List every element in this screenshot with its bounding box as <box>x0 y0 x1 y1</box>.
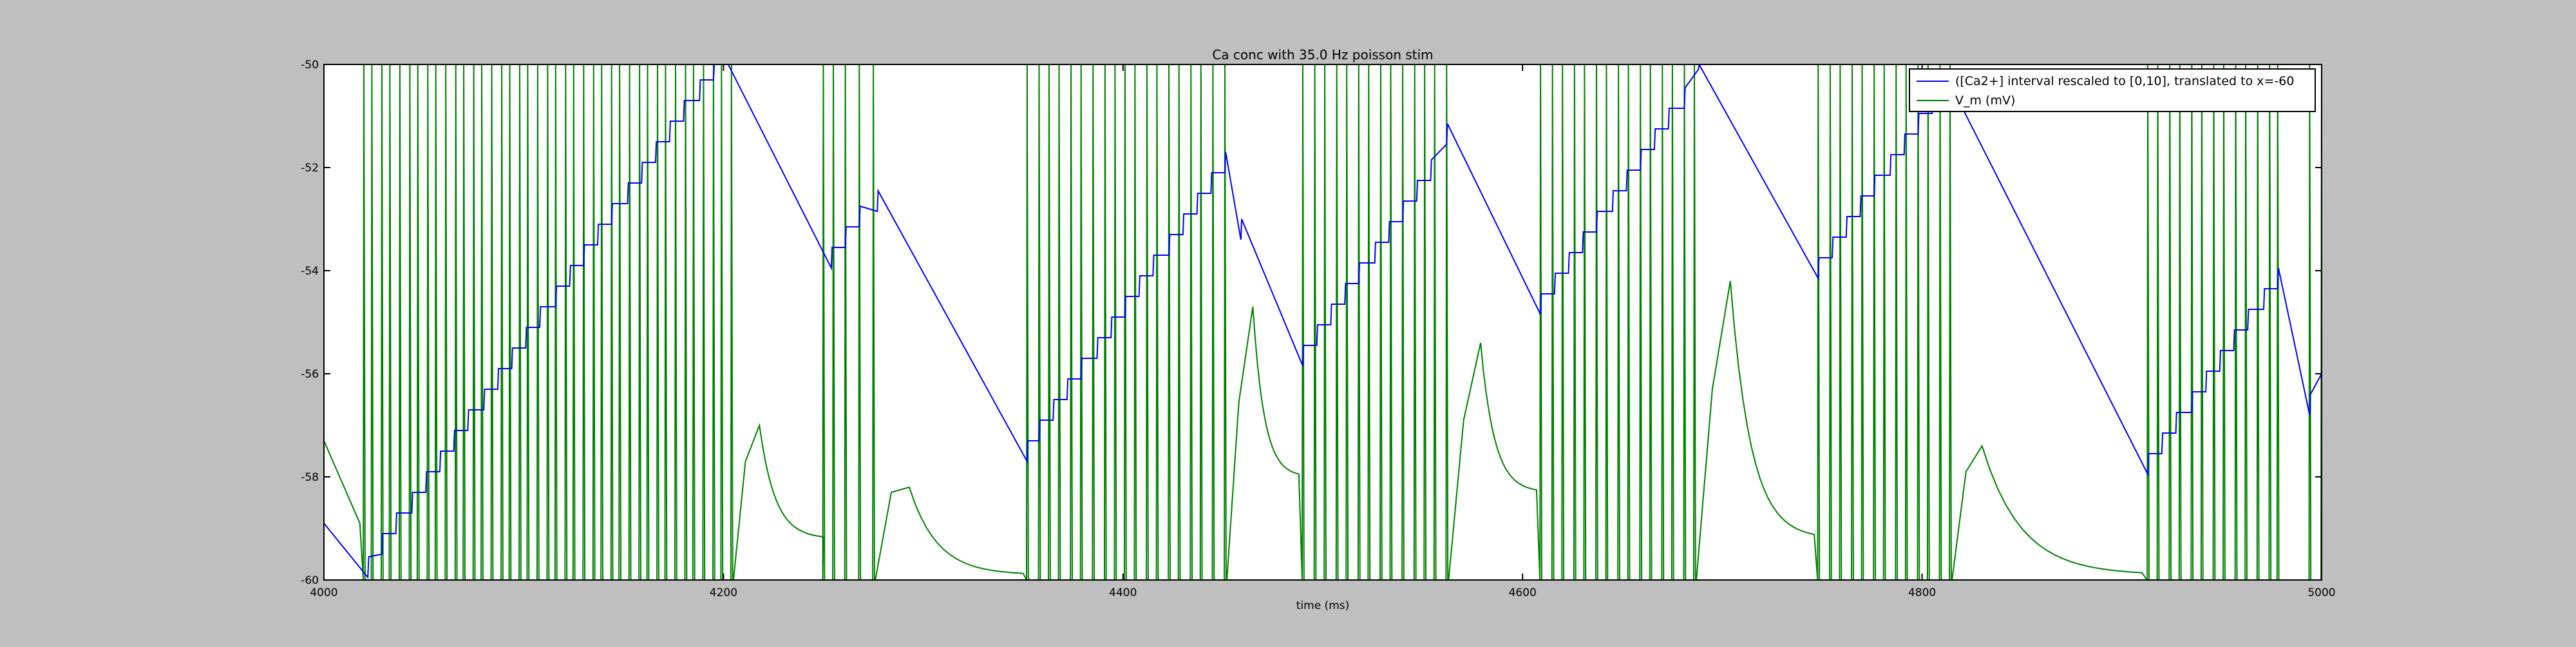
series-calcium-line <box>324 64 2322 579</box>
y-tick-label: -52 <box>301 162 319 175</box>
chart-title: Ca conc with 35.0 Hz poisson stim <box>1212 47 1433 63</box>
legend: ([Ca2+] interval rescaled to [0,10], tra… <box>1909 68 2316 112</box>
x-axis-label: time (ms) <box>1296 599 1350 612</box>
x-tick-label: 4400 <box>1109 586 1137 599</box>
plot-area <box>324 64 2322 580</box>
tick-layer: 4000 4200 4400 4600 4800 5000 -60 -58 -56 -54 -52 -… <box>301 59 2335 599</box>
x-tick-label: 4800 <box>1908 586 1936 599</box>
y-tick-label: -50 <box>301 59 319 72</box>
plot-frame <box>323 64 2322 581</box>
x-tick-label: 4600 <box>1509 586 1537 599</box>
y-tick-label: -58 <box>301 471 319 484</box>
y-tick-label: -56 <box>301 368 319 381</box>
legend-label-vm: V_m (mV) <box>1955 93 2015 108</box>
x-tick-label: 4000 <box>310 586 337 599</box>
legend-box <box>1909 68 2316 112</box>
series-vm-line <box>324 64 2322 580</box>
legend-label-calcium: ([Ca2+] interval rescaled to [0,10], tra… <box>1955 74 2294 88</box>
y-tick-label: -60 <box>301 574 319 587</box>
x-tick-label: 5000 <box>2307 586 2335 599</box>
x-tick-label: 4200 <box>710 586 737 599</box>
series-layer <box>324 64 2322 580</box>
y-tick-label: -54 <box>301 265 319 278</box>
